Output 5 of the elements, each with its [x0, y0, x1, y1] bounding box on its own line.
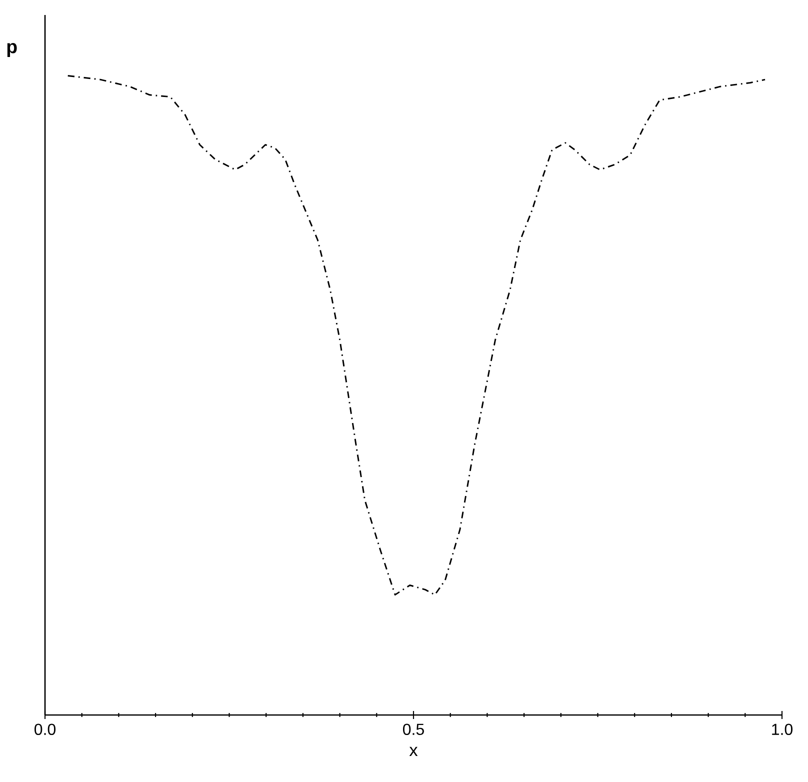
y-axis-title: p: [7, 43, 17, 57]
x-axis-title: x: [409, 746, 418, 756]
x-tick-label: 0.0: [34, 724, 56, 736]
x-tick-label: 0.5: [403, 724, 424, 736]
x-tick-label: 1.0: [772, 724, 792, 736]
